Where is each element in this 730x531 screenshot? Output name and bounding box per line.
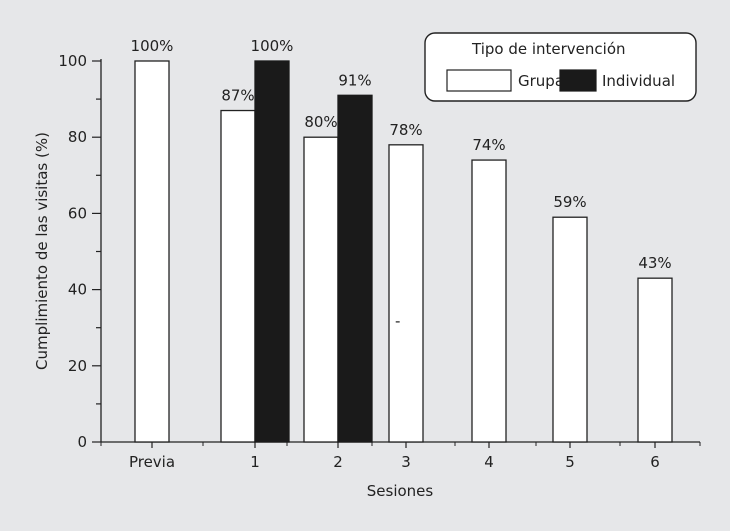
data-label-grupal: 74% (472, 136, 505, 154)
axes: 0 20 40 60 80 100 Previa 1 2 3 4 5 6 (58, 52, 701, 471)
x-tick-label: 1 (250, 453, 260, 471)
y-tick-label: 100 (58, 52, 87, 70)
x-tick-label: 6 (650, 453, 660, 471)
y-tick-label: 40 (68, 281, 87, 299)
legend: Tipo de intervención Grupal Individual (424, 32, 697, 102)
bar-grupal (134, 60, 170, 443)
data-label-individual: 91% (338, 71, 371, 89)
data-label-grupal: 59% (553, 193, 586, 211)
bar-grupal (220, 109, 256, 443)
bar-grupal (637, 277, 673, 443)
x-tick-label: 5 (565, 453, 575, 471)
bar-grupal (471, 159, 507, 443)
y-axis-title: Cumplimiento de las visitas (%) (33, 132, 51, 370)
legend-swatch-individual (559, 69, 597, 92)
data-label-individual: 100% (251, 37, 294, 55)
bars (134, 60, 673, 443)
legend-swatch-grupal (446, 69, 512, 92)
bar-individual (254, 60, 290, 443)
data-label-grupal: 87% (221, 87, 254, 105)
y-tick-label: 80 (68, 128, 87, 146)
data-label-grupal: 80% (304, 113, 337, 131)
data-labels: 100% 87% 100% 80% 91% 78% 74% 59% 43% (131, 37, 672, 272)
legend-title: Tipo de intervención (471, 40, 626, 58)
y-tick-label: 60 (68, 204, 87, 222)
x-tick-label: Previa (129, 453, 175, 471)
x-tick-label: 3 (401, 453, 411, 471)
bar-grupal (303, 136, 339, 443)
data-label-grupal: 100% (131, 37, 174, 55)
y-tick-label: 0 (77, 433, 87, 451)
legend-label-grupal: Grupal (518, 72, 568, 90)
legend-label-individual: Individual (602, 72, 675, 90)
bar-grupal (552, 216, 588, 443)
bar-grupal (388, 144, 424, 443)
x-tick-label: 2 (333, 453, 343, 471)
data-label-grupal: 78% (389, 121, 422, 139)
y-tick-label: 20 (68, 357, 87, 375)
data-label-grupal: 43% (638, 254, 671, 272)
bar-individual (337, 94, 373, 443)
x-tick-label: 4 (484, 453, 494, 471)
stray-mark: - (395, 312, 400, 330)
x-axis-title: Sesiones (367, 482, 434, 500)
